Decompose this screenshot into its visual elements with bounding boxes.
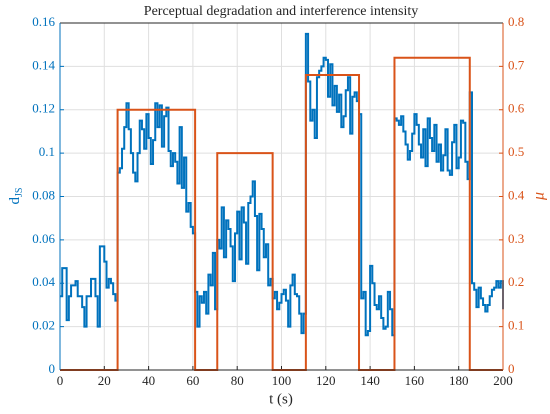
y-axis-label: dJS bbox=[7, 188, 25, 205]
y2-tick-label: 0.8 bbox=[508, 14, 524, 29]
y-tick-label: 0.08 bbox=[32, 187, 55, 202]
y-tick-label: 0.1 bbox=[39, 144, 55, 159]
x-axis-label: t (s) bbox=[269, 391, 293, 407]
x-tick-label: 0 bbox=[57, 373, 64, 388]
y-tick-label: 0.04 bbox=[32, 274, 55, 289]
chart-title: Perceptual degradation and interference … bbox=[144, 4, 418, 19]
y-tick-label: 0 bbox=[49, 361, 56, 376]
y2-tick-label: 0.1 bbox=[508, 318, 524, 333]
y-axis-label-sub: JS bbox=[14, 188, 25, 197]
y-axis-label-main: d bbox=[7, 196, 23, 204]
data-line bbox=[60, 32, 504, 337]
x-tick-label: 120 bbox=[316, 373, 336, 388]
x-tick-label: 200 bbox=[493, 373, 513, 388]
x-tick-label: 100 bbox=[272, 373, 292, 388]
x-tick-label: 80 bbox=[231, 373, 244, 388]
x-tick-label: 20 bbox=[98, 373, 111, 388]
y-tick-label: 0.14 bbox=[32, 57, 55, 72]
x-tick-label: 140 bbox=[360, 373, 380, 388]
x-tick-label: 60 bbox=[186, 373, 199, 388]
y2-axis-label: μ bbox=[531, 192, 548, 201]
y-tick-label: 0.12 bbox=[32, 101, 55, 116]
y2-tick-label: 0.2 bbox=[508, 274, 524, 289]
y2-tick-label: 0.4 bbox=[508, 187, 525, 202]
y2-tick-label: 0.6 bbox=[508, 101, 525, 116]
x-tick-label: 40 bbox=[142, 373, 155, 388]
x-tick-label: 160 bbox=[405, 373, 425, 388]
y-tick-label: 0.16 bbox=[32, 14, 55, 29]
y2-tick-label: 0.3 bbox=[508, 231, 524, 246]
y-tick-label: 0.02 bbox=[32, 318, 55, 333]
y-tick-label: 0.06 bbox=[32, 231, 55, 246]
y2-tick-label: 0.5 bbox=[508, 144, 524, 159]
y2-tick-label: 0 bbox=[508, 361, 515, 376]
x-tick-label: 180 bbox=[449, 373, 469, 388]
y2-tick-label: 0.7 bbox=[508, 57, 525, 72]
